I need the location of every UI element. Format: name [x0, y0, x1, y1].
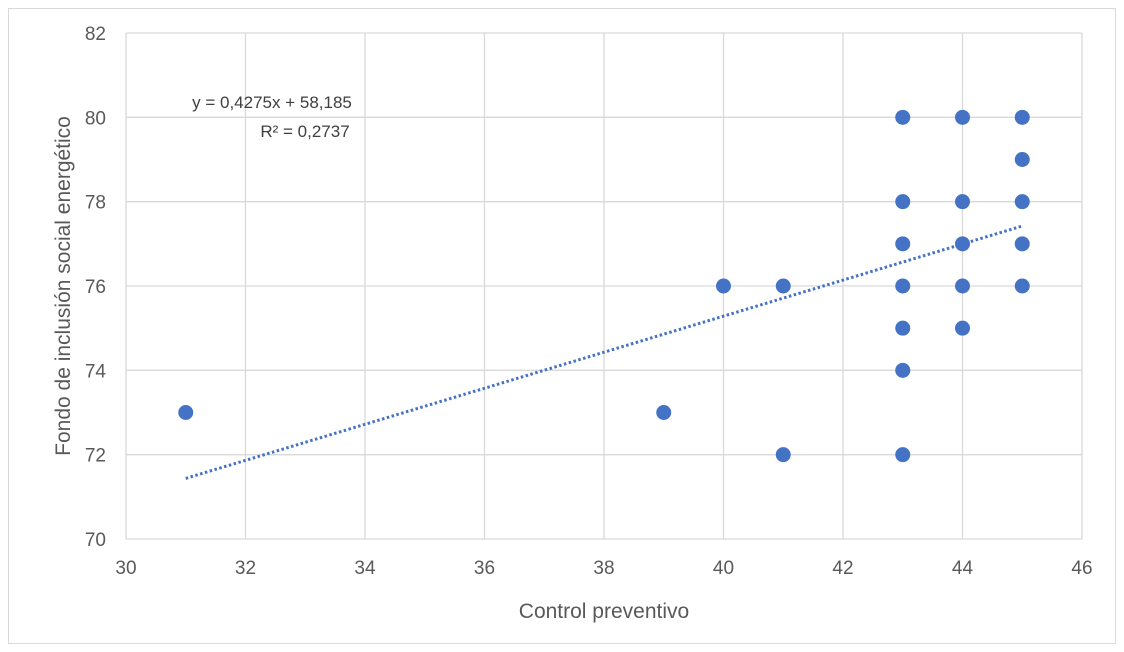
- data-point: [955, 278, 970, 294]
- data-point: [1014, 194, 1030, 210]
- data-point: [955, 320, 970, 336]
- x-tick-label: 38: [593, 558, 614, 579]
- x-tick-label: 40: [713, 558, 734, 579]
- trendline-r-squared: R² = 0,2737: [260, 122, 349, 141]
- y-tick-label: 76: [85, 277, 106, 298]
- data-point: [895, 447, 911, 463]
- x-axis-title: Control preventivo: [519, 600, 689, 623]
- y-tick-label: 80: [85, 108, 106, 129]
- data-point: [1014, 236, 1030, 252]
- data-point: [895, 320, 911, 336]
- data-point: [656, 405, 672, 420]
- y-axis-tick-labels: 70 72 74 76 78 80 82: [85, 24, 107, 551]
- data-points: [178, 109, 1030, 463]
- x-tick-label: 44: [952, 558, 974, 579]
- y-tick-label: 70: [85, 530, 106, 551]
- data-point: [775, 278, 791, 294]
- data-point: [895, 194, 911, 210]
- trendline: [185, 224, 1023, 480]
- x-tick-label: 30: [115, 558, 136, 579]
- data-point: [178, 405, 194, 420]
- y-tick-label: 78: [85, 193, 106, 214]
- x-tick-label: 46: [1071, 558, 1092, 579]
- data-point: [716, 278, 731, 294]
- data-point: [1014, 109, 1030, 125]
- data-point: [955, 194, 970, 210]
- data-point: [1014, 278, 1030, 294]
- data-point: [955, 109, 970, 125]
- trendline-equation: y = 0,4275x + 58,185: [192, 93, 352, 112]
- y-tick-label: 74: [85, 361, 107, 382]
- y-tick-label: 82: [85, 24, 106, 45]
- x-tick-label: 36: [474, 558, 495, 579]
- y-tick-label: 72: [85, 446, 106, 467]
- x-tick-label: 34: [354, 558, 376, 579]
- data-point: [1014, 152, 1030, 167]
- x-axis-tick-labels: 30 32 34 36 38 40 42 44 46: [115, 558, 1092, 579]
- data-point: [895, 109, 911, 125]
- data-point: [775, 447, 791, 463]
- data-point: [895, 362, 911, 378]
- x-tick-label: 32: [235, 558, 256, 579]
- data-point: [895, 278, 911, 294]
- data-point: [895, 236, 911, 252]
- y-axis-title: Fondo de inclusión social energético: [52, 116, 75, 456]
- x-tick-label: 42: [832, 558, 853, 579]
- chart-area: [8, 8, 1116, 644]
- horizontal-gridlines: [126, 32, 1082, 540]
